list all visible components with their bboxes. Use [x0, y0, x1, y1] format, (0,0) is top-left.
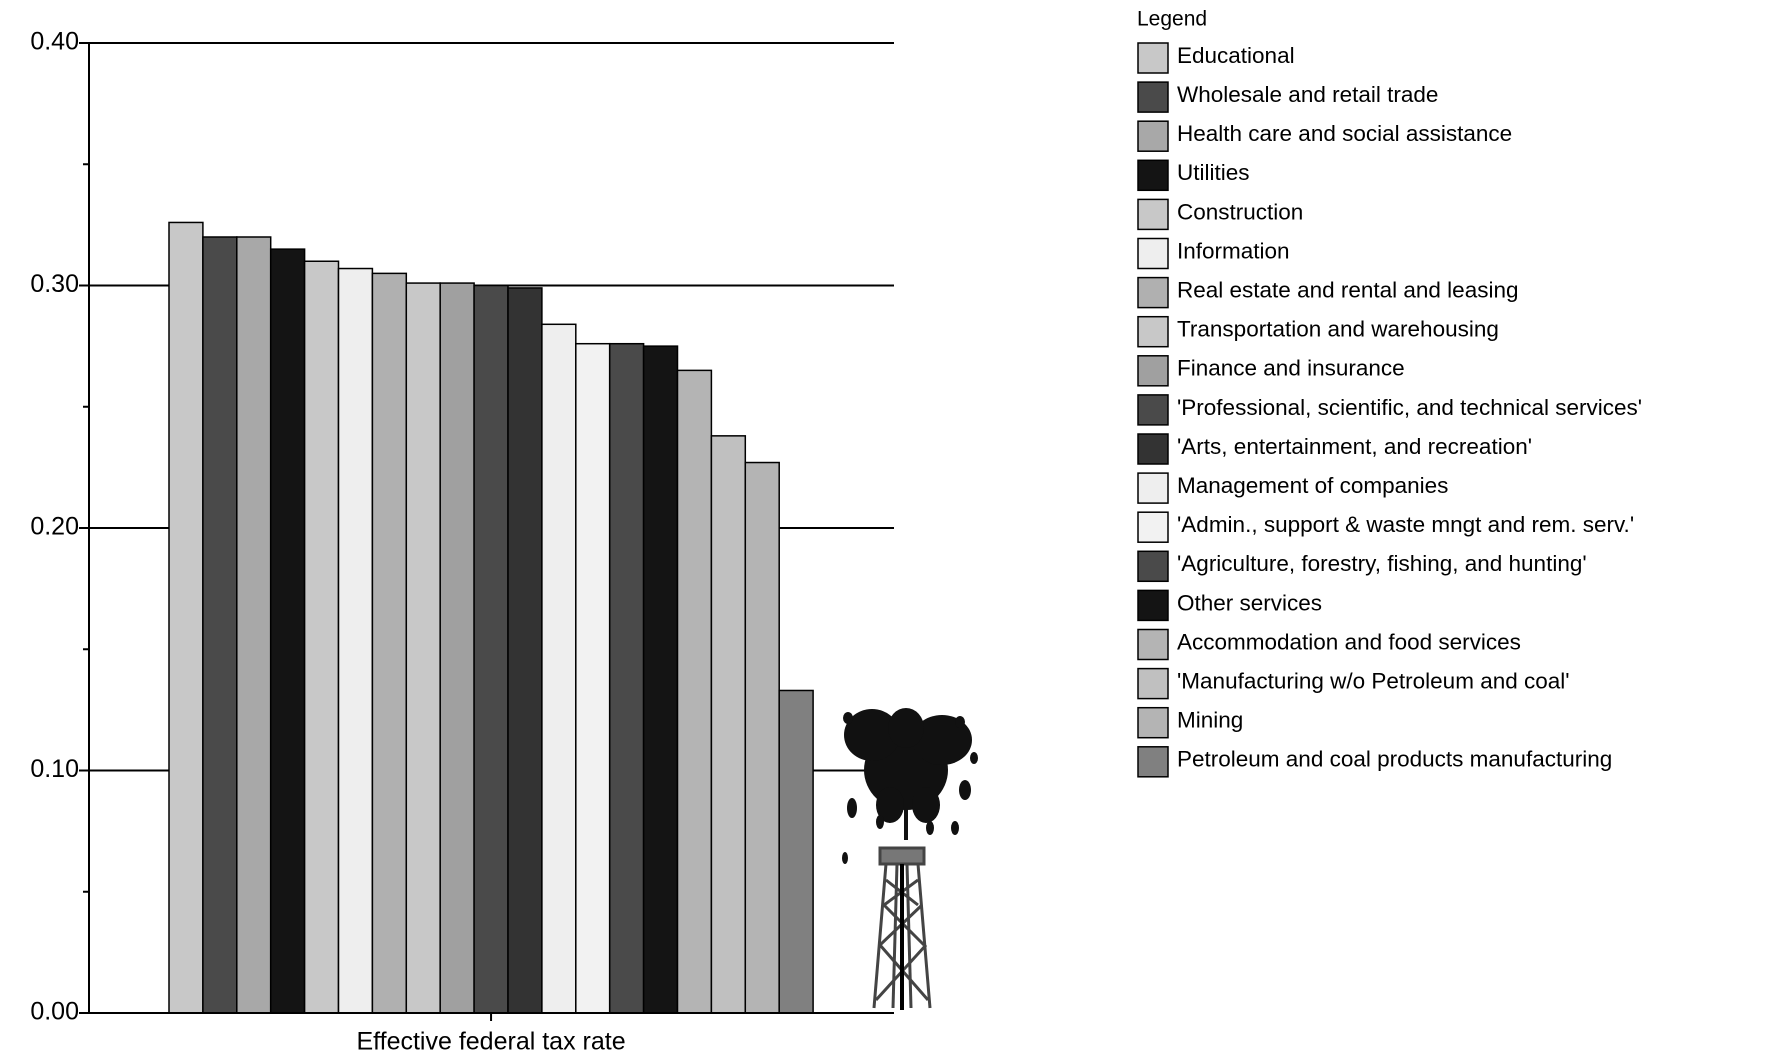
- y-tick-label: 0.00: [30, 998, 79, 1026]
- legend-swatch: [1137, 511, 1169, 543]
- legend-label: Other services: [1177, 590, 1322, 615]
- legend-label: Wholesale and retail trade: [1177, 82, 1438, 107]
- bar: [473, 284, 509, 1014]
- legend-label: Educational: [1177, 43, 1295, 68]
- bar: [608, 342, 645, 1014]
- legend-label: Construction: [1177, 199, 1303, 224]
- bar: [778, 689, 814, 1014]
- bar: [371, 272, 408, 1014]
- legend-title: Legend: [1137, 8, 1207, 31]
- legend-label: Information: [1177, 238, 1290, 263]
- bar: [168, 221, 204, 1014]
- legend-swatch: [1137, 589, 1169, 622]
- legend-label: 'Manufacturing w/o Petroleum and coal': [1177, 669, 1570, 694]
- bar: [202, 236, 238, 1014]
- legend-label: Petroleum and coal products manufacturin…: [1177, 747, 1612, 772]
- legend-label: 'Agriculture, forestry, fishing, and hun…: [1177, 551, 1587, 576]
- legend-label: Mining: [1177, 708, 1243, 733]
- bar: [269, 248, 306, 1014]
- legend-swatch: [1137, 628, 1169, 661]
- legend-swatch: [1137, 667, 1169, 700]
- legend-label: 'Professional, scientific, and technical…: [1177, 395, 1642, 420]
- legend-swatch: [1137, 81, 1169, 113]
- bars: [168, 221, 814, 1014]
- legend-label: Management of companies: [1177, 473, 1448, 498]
- legend-label: Health care and social assistance: [1177, 121, 1512, 146]
- bar: [507, 287, 543, 1014]
- bar: [744, 461, 780, 1014]
- legend-label: Real estate and rental and leasing: [1177, 278, 1519, 303]
- bar: [303, 260, 340, 1014]
- bar: [236, 236, 272, 1014]
- bar: [337, 267, 374, 1014]
- legend-swatch: [1137, 394, 1169, 426]
- legend-swatch: [1137, 746, 1169, 778]
- legend-swatch: [1137, 237, 1169, 270]
- bar: [676, 369, 713, 1014]
- legend-swatch: [1137, 120, 1169, 152]
- legend-swatch: [1137, 276, 1169, 309]
- y-tick-label: 0.20: [30, 513, 79, 541]
- legend-label: Transportation and warehousing: [1177, 317, 1499, 342]
- legend-swatch: [1137, 159, 1169, 192]
- axes: 0.00 0.10 0.20 0.30 0.40 Effective federal ta…: [30, 28, 894, 1052]
- legend-swatch: [1137, 472, 1169, 504]
- legend-swatch: [1137, 42, 1169, 74]
- legend-swatch: [1137, 433, 1169, 465]
- y-tick-label: 0.10: [30, 755, 79, 783]
- bar: [710, 435, 747, 1014]
- bar: [405, 282, 441, 1014]
- legend: Educational Wholesale and retail trade Hea…: [1137, 42, 1642, 778]
- legend-swatch: [1137, 198, 1169, 231]
- legend-swatch: [1137, 315, 1169, 348]
- bar: [642, 345, 679, 1014]
- legend-swatch: [1137, 706, 1169, 739]
- legend-label: 'Arts, entertainment, and recreation': [1177, 434, 1532, 459]
- y-tick-label: 0.30: [30, 270, 79, 298]
- legend-label: 'Admin., support & waste mngt and rem. s…: [1177, 512, 1634, 537]
- oil-derrick: [842, 708, 978, 1010]
- legend-swatch: [1137, 355, 1169, 387]
- legend-swatch: [1137, 550, 1169, 583]
- legend-label: Utilities: [1177, 160, 1250, 185]
- bar: [439, 282, 475, 1014]
- y-tick-label: 0.40: [30, 28, 79, 56]
- legend-label: Finance and insurance: [1177, 356, 1405, 381]
- x-tick-label: Effective federal tax rate: [356, 1028, 625, 1052]
- bar: [541, 323, 577, 1014]
- bar: [575, 342, 611, 1014]
- legend-label: Accommodation and food services: [1177, 629, 1521, 654]
